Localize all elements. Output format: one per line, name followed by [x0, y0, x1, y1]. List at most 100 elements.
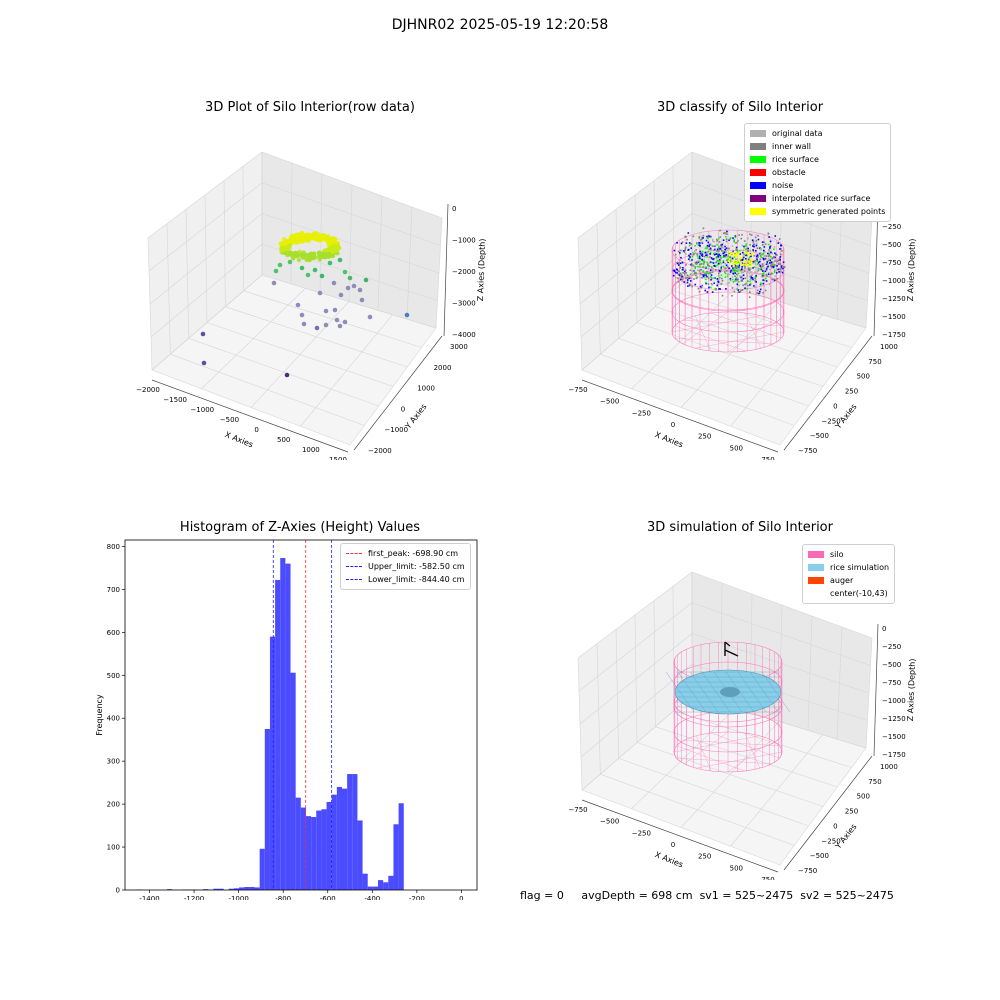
class-point [726, 266, 729, 268]
y-tick-label: −1000 [384, 426, 408, 434]
data-point [327, 246, 332, 252]
grid-line [779, 747, 867, 866]
class-point [713, 253, 716, 256]
class-point [703, 258, 705, 261]
symmetric-point [737, 262, 740, 265]
class-point [716, 264, 718, 267]
class-point [722, 256, 724, 258]
class-point [713, 282, 715, 285]
x-tick-label: 250 [698, 853, 711, 861]
class-point [701, 273, 703, 276]
grid-line [349, 327, 437, 446]
class-point [718, 259, 721, 261]
class-point [755, 240, 758, 242]
class-point [734, 275, 736, 277]
class-point [749, 280, 751, 283]
z-tick-label: −4000 [452, 331, 476, 339]
class-point [762, 274, 764, 277]
legend-item: Lower_limit: -844.40 cm [346, 573, 465, 586]
class-point [757, 238, 760, 241]
class-point [711, 268, 714, 271]
class-point [716, 240, 718, 243]
class-point [746, 247, 749, 249]
symmetric-point [748, 262, 751, 264]
class-point [767, 271, 770, 274]
class-point [738, 284, 740, 287]
class-point [742, 257, 744, 260]
class-point [704, 278, 707, 281]
class-point [752, 278, 754, 281]
grid-line [151, 274, 263, 371]
class-point [702, 237, 704, 239]
class-point [711, 261, 714, 264]
class-point [694, 262, 697, 265]
class-point [756, 263, 759, 266]
class-point [705, 272, 707, 275]
class-point [753, 254, 756, 257]
class-point [770, 255, 772, 258]
class-point [725, 238, 728, 241]
class-point [681, 241, 684, 243]
class-point [710, 278, 712, 281]
silo-wire [727, 740, 772, 773]
class-point [740, 271, 743, 274]
z-tick-label: −500 [882, 661, 901, 669]
class-point [684, 282, 686, 285]
symmetric-point [728, 258, 731, 261]
histogram-bar [264, 728, 270, 890]
data-point [294, 240, 299, 245]
class-point [755, 275, 757, 277]
class-point [692, 235, 695, 238]
class-point [731, 294, 733, 297]
class-point [710, 274, 713, 276]
class-point [782, 267, 784, 270]
class-point [744, 245, 747, 247]
class-point [694, 261, 697, 264]
class-point [672, 274, 675, 277]
class-point [748, 296, 751, 299]
grid-line [148, 182, 263, 272]
simulation-title: 3D simulation of Silo Interior [647, 520, 833, 535]
class-point [684, 249, 687, 251]
class-point [724, 276, 727, 279]
class-point [761, 253, 764, 256]
class-point [719, 229, 721, 232]
class-point [724, 248, 726, 251]
data-point [359, 297, 365, 303]
class-point [702, 263, 705, 266]
class-point [722, 259, 725, 262]
sv1-text: sv1 = 525~2475 [699, 889, 794, 902]
x-tick-label: 1000 [302, 446, 320, 454]
y-tick-label: 500 [857, 373, 870, 381]
class-point [684, 235, 686, 238]
class-point [710, 266, 713, 268]
class-point [754, 263, 757, 265]
class-point [749, 260, 752, 262]
silo-wire [682, 320, 782, 327]
class-point [741, 266, 744, 268]
silo-wire [674, 325, 746, 352]
class-point [756, 258, 758, 260]
class-point [731, 257, 734, 260]
class-point [749, 233, 751, 236]
class-point [708, 265, 711, 267]
x-tick-label: 750 [761, 456, 774, 460]
class-point [706, 272, 709, 275]
class-point [706, 246, 709, 248]
histogram-bar [213, 888, 219, 890]
class-point [762, 272, 765, 275]
silo-wire [676, 757, 772, 764]
class-point [772, 255, 775, 258]
class-point [766, 266, 768, 268]
class-point [746, 280, 749, 282]
class-point [778, 238, 781, 240]
class-point [678, 252, 681, 254]
class-point [707, 241, 710, 244]
class-point [719, 276, 721, 279]
z-tick-label: −1000 [882, 277, 906, 285]
class-point [746, 288, 749, 290]
class-point [740, 289, 742, 292]
y-axis-label: Y Axies [403, 402, 429, 431]
class-point [685, 253, 687, 255]
class-point [706, 244, 709, 247]
